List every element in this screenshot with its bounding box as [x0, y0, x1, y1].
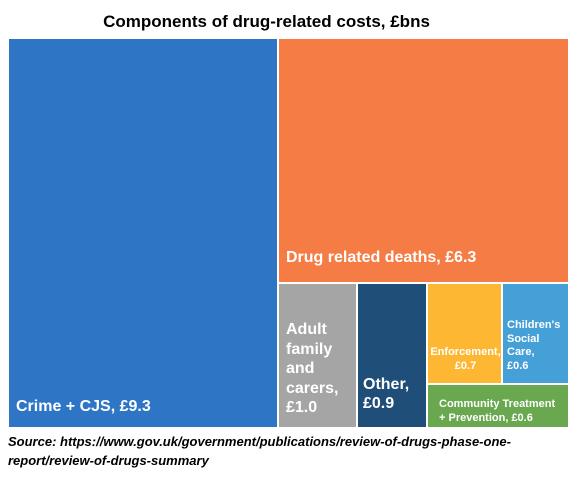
- label-line: Other,: [363, 375, 410, 393]
- label-line: carers,: [286, 379, 339, 397]
- cell-adult-family-carers: Adult family and carers, £1.0: [278, 283, 357, 428]
- label-line: Drug related deaths, £6.3: [286, 249, 477, 267]
- drug-related-deaths-label: Drug related deaths, £6.3: [286, 248, 476, 268]
- chart-title-text: Components of drug-related costs, £bns: [103, 12, 430, 31]
- community-treatment-prevention-label: Community Treatment + Prevention, £0.6: [439, 398, 555, 425]
- label-line: £0.7: [454, 359, 477, 372]
- chart-title: Components of drug-related costs, £bns: [0, 12, 575, 32]
- childrens-social-care-label: Children's Social Care, £0.6: [507, 319, 568, 373]
- label-line: + Prevention, £0.6: [439, 411, 533, 424]
- label-line: Crime + CJS, £9.3: [16, 398, 151, 416]
- label-line: Children's: [507, 319, 561, 332]
- other-label: Other, £0.9: [363, 375, 409, 414]
- cell-drug-related-deaths: Drug related deaths, £6.3: [278, 38, 569, 283]
- label-line: £0.6: [507, 359, 529, 372]
- cell-crime-cjs: Crime + CJS, £9.3: [8, 38, 278, 428]
- source-note: Source: https://www.gov.uk/government/pu…: [8, 432, 568, 470]
- label-line: and: [286, 360, 315, 378]
- treemap-chart: Crime + CJS, £9.3 Drug related deaths, £6…: [8, 38, 569, 428]
- source-line-2: report/review-of-drugs-summary: [8, 453, 209, 468]
- label-line: Community Treatment: [439, 398, 556, 411]
- enforcement-label: Enforcement, £0.7: [429, 346, 502, 373]
- label-line: Adult: [286, 321, 327, 339]
- cell-other: Other, £0.9: [357, 283, 427, 428]
- cell-enforcement: Enforcement, £0.7: [427, 283, 502, 384]
- source-line-1: Source: https://www.gov.uk/government/pu…: [8, 434, 511, 449]
- label-line: £0.9: [363, 395, 395, 413]
- cell-childrens-social-care: Children's Social Care, £0.6: [502, 283, 569, 384]
- label-line: family: [286, 340, 333, 358]
- adult-family-carers-label: Adult family and carers, £1.0: [286, 320, 339, 418]
- crime-cjs-label: Crime + CJS, £9.3: [16, 397, 151, 417]
- label-line: £1.0: [286, 399, 318, 417]
- label-line: Social Care,: [507, 332, 540, 359]
- label-line: Enforcement,: [430, 346, 501, 359]
- cell-community-treatment-prevention: Community Treatment + Prevention, £0.6: [427, 384, 569, 428]
